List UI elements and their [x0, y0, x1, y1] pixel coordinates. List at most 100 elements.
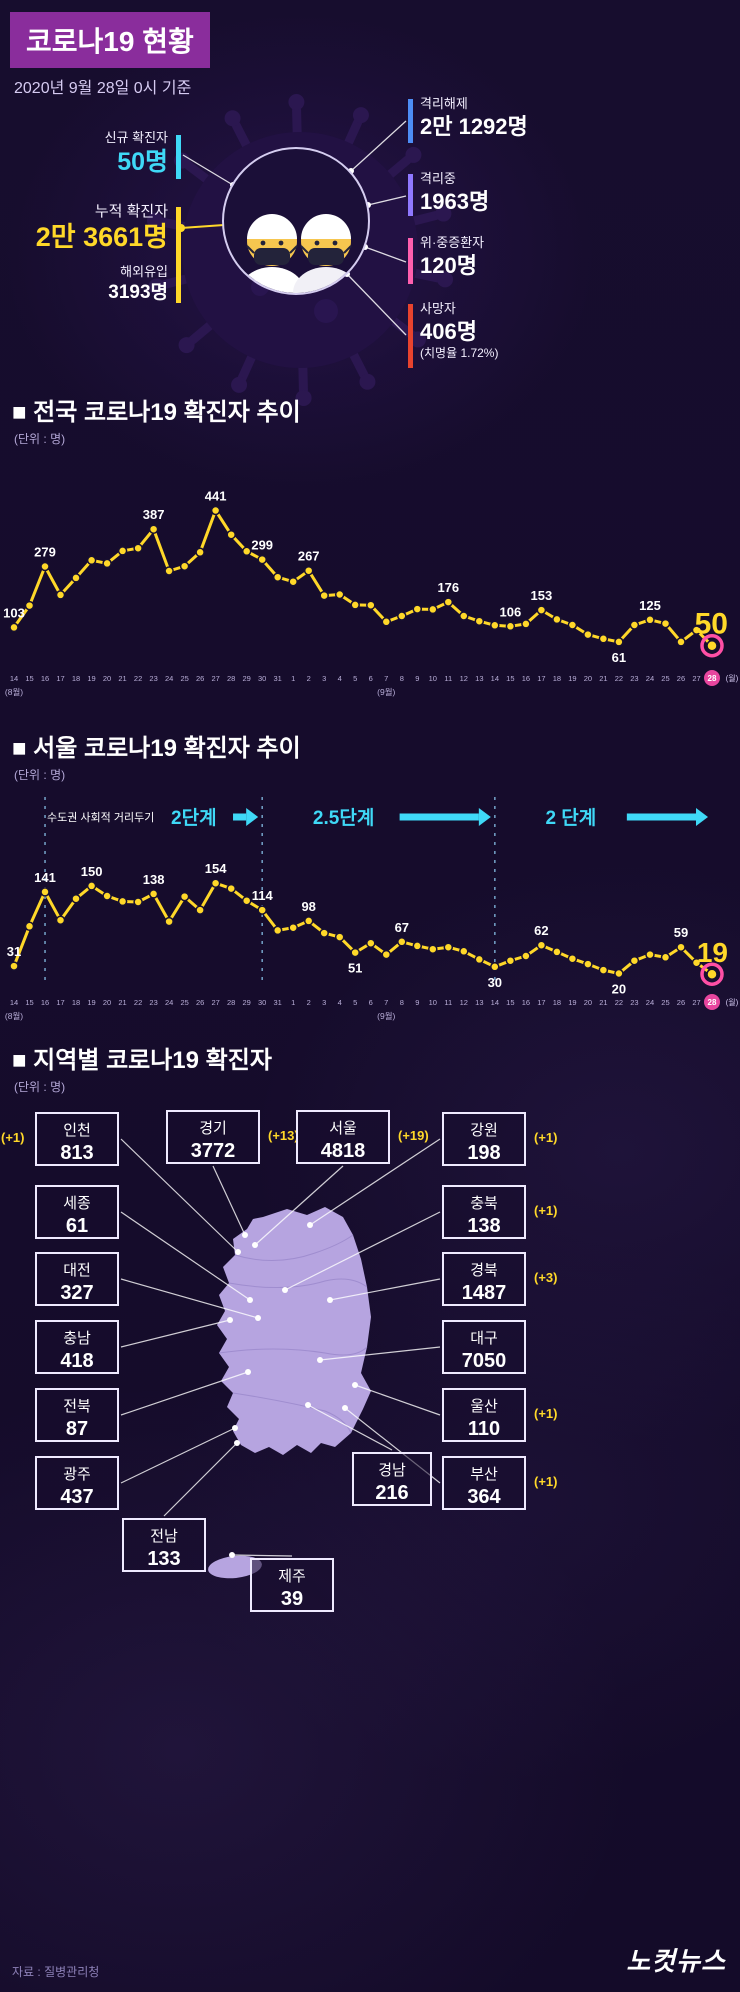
seoul-trend-chart: 수도권 사회적 거리두기 2단계 2.5단계 2 단계 31 141 150 138 154 11… — [0, 791, 740, 1048]
connector-line — [120, 1427, 236, 1484]
data-point — [598, 634, 609, 644]
data-point — [412, 941, 423, 951]
data-point — [303, 565, 314, 576]
data-point — [86, 881, 97, 891]
data-point — [397, 937, 407, 947]
seoul-chart-section: ■ 서울 코로나19 확진자 추이 (단위 : 명) 수도권 사회적 거리두기 2… — [0, 728, 740, 1048]
national-chart-title: ■ 전국 코로나19 확진자 추이 — [12, 399, 301, 426]
map-dot — [282, 1287, 288, 1293]
virus-inner-blob — [314, 299, 338, 323]
data-point — [241, 895, 252, 906]
connector-line — [319, 1346, 441, 1361]
data-point — [691, 625, 702, 635]
data-point — [412, 604, 423, 614]
national-chart-unit: (단위 : 명) — [14, 432, 66, 446]
x-axis-label: 15 — [25, 674, 33, 683]
x-axis-label: 4 — [338, 998, 342, 1007]
point-value-label: 114 — [252, 888, 274, 903]
region-box-chungbuk: 충북 138 — [442, 1185, 526, 1239]
map-dot — [255, 1315, 261, 1321]
x-axis-label: 24 — [165, 674, 173, 683]
new-cases-bar — [176, 135, 181, 179]
region-name: 강원 — [470, 1122, 498, 1139]
deaths-value: 406명 — [420, 318, 477, 344]
face-mask — [308, 248, 344, 265]
region-delta: (+1) — [534, 1130, 558, 1145]
connector-line — [120, 1319, 231, 1348]
x-axis-label: 9 — [415, 674, 419, 683]
x-axis-label: 14 — [10, 998, 18, 1007]
x-axis-label: 22 — [615, 674, 623, 683]
data-point — [272, 572, 283, 582]
data-point — [645, 615, 655, 625]
x-axis-label: 27 — [692, 998, 700, 1007]
virus-spike-tip — [409, 331, 426, 348]
connector-line — [231, 1554, 293, 1557]
point-value-label: 279 — [34, 545, 56, 560]
final-point-ring — [700, 633, 724, 658]
x-axis-label: 24 — [165, 998, 173, 1007]
data-point — [117, 546, 128, 556]
x-axis-label: 16 — [522, 674, 530, 683]
x-axis-label: 17 — [537, 998, 545, 1007]
stage-label: 2 단계 — [545, 807, 596, 829]
region-value: 216 — [375, 1482, 409, 1504]
page-subtitle: 2020년 9월 28일 0시 기준 — [14, 80, 192, 97]
data-point — [614, 637, 624, 647]
x-axis-label: 9 — [415, 998, 419, 1007]
x-axis-label: 17 — [56, 998, 64, 1007]
region-box-ulsan: 울산 110 — [442, 1388, 526, 1442]
data-point — [645, 949, 655, 960]
cumulative-label: 누적 확진자 — [94, 203, 168, 220]
data-point — [583, 959, 593, 969]
hair — [301, 214, 351, 239]
point-value-label: 176 — [437, 580, 459, 595]
virus-spike-tip — [146, 212, 163, 229]
data-point — [9, 961, 19, 971]
month-label: (8월) — [5, 687, 23, 697]
quarantined-value: 1963명 — [420, 188, 490, 214]
page-title: 코로나19 현황 — [10, 12, 210, 68]
point-value-label: 30 — [488, 975, 502, 990]
connector-line — [329, 1278, 441, 1301]
data-point — [257, 905, 267, 915]
cumulative-bar — [176, 207, 181, 303]
x-axis-label: 12 — [460, 998, 468, 1007]
connector-line — [309, 1138, 441, 1226]
data-point — [179, 561, 190, 571]
connector-line — [120, 1278, 259, 1319]
x-axis-label: 6 — [369, 998, 373, 1007]
x-axis-label: 10 — [429, 998, 437, 1007]
header: 코로나19 현황 2020년 9월 28일 0시 기준 — [10, 12, 210, 98]
x-axis-label: 16 — [41, 674, 49, 683]
connector-line — [120, 1371, 249, 1416]
released-bar — [408, 99, 413, 143]
x-axis-label: 5 — [353, 998, 357, 1007]
region-name: 대전 — [63, 1262, 91, 1279]
data-point — [552, 614, 562, 625]
x-axis-label: 15 — [506, 674, 514, 683]
connector-line — [212, 1165, 246, 1236]
news-logo: 노컷뉴스 — [626, 1946, 726, 1976]
x-axis-label: 15 — [506, 998, 514, 1007]
data-point — [24, 600, 35, 611]
region-box-jeonnam: 전남 133 — [122, 1518, 206, 1572]
connector-line — [163, 1442, 238, 1517]
new-cases-stat: 신규 확진자 50명 — [0, 130, 168, 177]
point-value-label: 31 — [7, 944, 21, 959]
x-axis-label: 26 — [677, 998, 685, 1007]
region-name: 전북 — [63, 1398, 91, 1415]
point-value-label: 387 — [143, 507, 165, 522]
data-point — [210, 878, 221, 888]
region-delta: (+3) — [534, 1270, 558, 1285]
data-point — [381, 949, 392, 960]
x-axis-label: 1 — [291, 998, 295, 1007]
region-box-jeonbuk: 전북 87 — [35, 1388, 119, 1442]
released-stat: 격리해제 2만 1292명 — [420, 96, 528, 139]
x-axis-label: 28 — [227, 998, 235, 1007]
x-axis-label: 7 — [384, 674, 388, 683]
point-value-label: 20 — [612, 982, 626, 997]
virus-spike-tip — [224, 110, 241, 127]
region-name: 경남 — [378, 1462, 406, 1479]
data-point — [381, 617, 392, 627]
